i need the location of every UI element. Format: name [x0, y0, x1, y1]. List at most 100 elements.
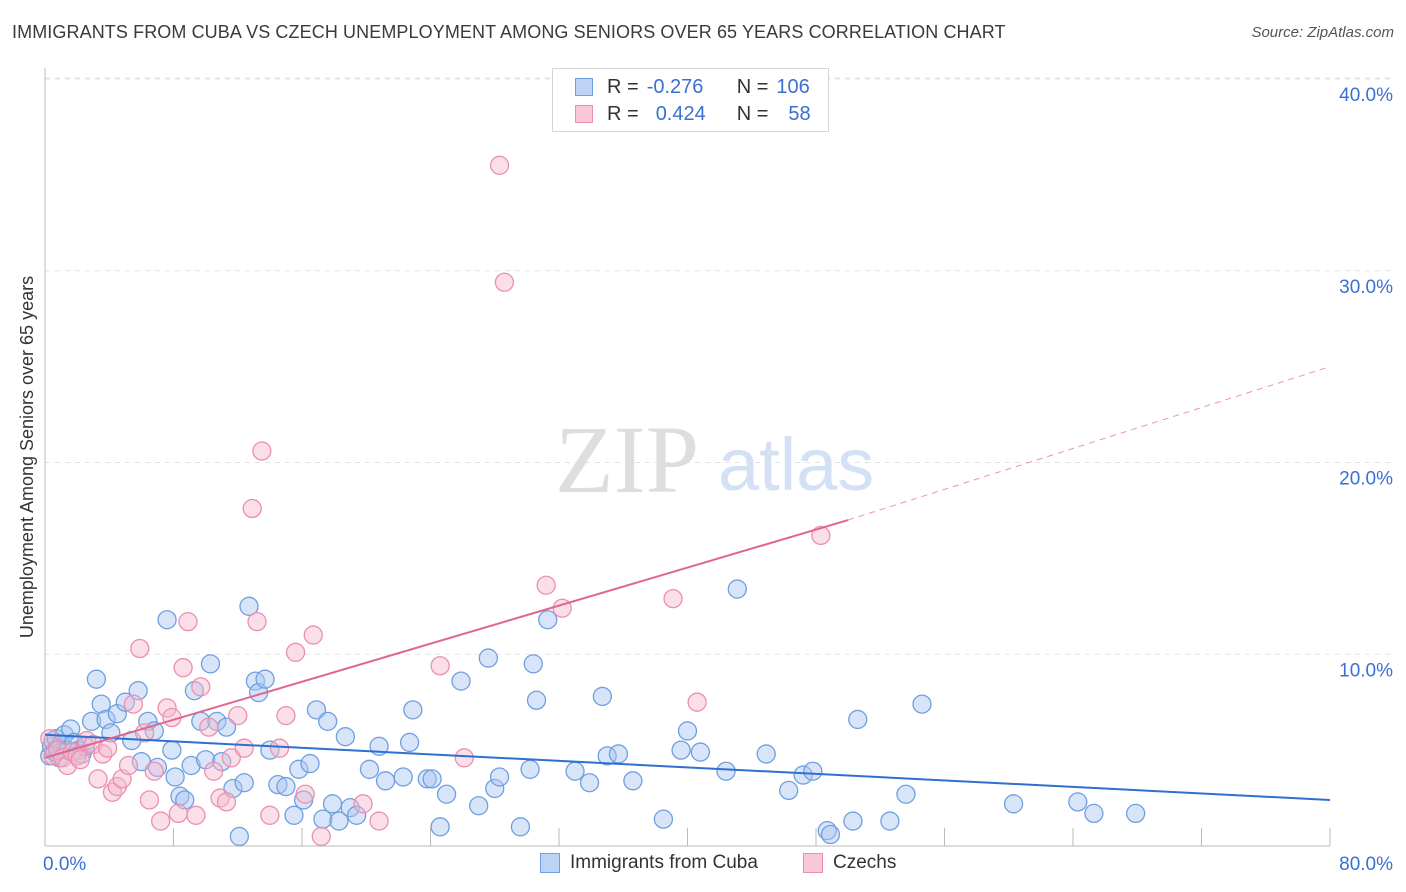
point-cuba [200, 654, 221, 674]
point-cuba [1125, 803, 1146, 824]
point-czechs [70, 750, 90, 770]
point-czechs [139, 790, 160, 810]
point-cuba [565, 761, 585, 781]
point-czechs [221, 748, 241, 768]
watermark-zip: ZIP [555, 406, 699, 513]
legend-r-label: R = [607, 75, 639, 98]
y-tick-label: 30.0% [1339, 277, 1393, 298]
point-czechs [130, 638, 150, 659]
x-tick-label-max: 80.0% [1339, 854, 1393, 875]
point-cuba [91, 694, 111, 714]
point-cuba [335, 727, 356, 747]
point-cuba [526, 690, 547, 710]
point-cuba [268, 774, 288, 795]
point-cuba [489, 767, 510, 787]
point-cuba [234, 773, 254, 793]
point-cuba [239, 596, 259, 616]
point-cuba [245, 671, 266, 691]
watermark: ZIP atlas [555, 406, 874, 513]
point-czechs [369, 811, 389, 831]
point-cuba [403, 700, 423, 720]
point-czechs [216, 792, 237, 812]
point-czechs [88, 769, 108, 789]
point-cuba [1068, 792, 1088, 812]
legend-row-cuba: R = -0.276 N = 106 [575, 74, 810, 100]
point-cuba [579, 773, 600, 793]
point-cuba [1003, 794, 1024, 814]
point-cuba [716, 761, 736, 781]
point-czechs [199, 717, 219, 737]
legend-r-label: R = [607, 102, 639, 125]
point-czechs [118, 755, 139, 776]
point-cuba [430, 817, 450, 837]
point-czechs [494, 272, 515, 292]
series-label-cuba: Immigrants from Cuba [570, 852, 758, 873]
point-cuba [284, 805, 304, 825]
point-cuba [306, 700, 327, 720]
series-legend-cuba: Immigrants from Cuba [540, 852, 758, 874]
point-cuba [115, 692, 135, 712]
point-cuba [422, 769, 442, 789]
point-cuba [538, 610, 558, 630]
point-czechs [178, 612, 198, 632]
watermark-atlas: atlas [718, 423, 874, 506]
legend-n-label: N = [736, 102, 769, 125]
y-axis-title: Unemployment Among Seniors over 65 years [17, 276, 37, 638]
point-czechs [430, 656, 450, 676]
point-cuba [255, 669, 275, 689]
point-cuba [843, 811, 863, 831]
point-cuba [162, 740, 182, 760]
point-czechs [150, 811, 171, 831]
point-czechs [234, 738, 254, 758]
point-czechs [303, 625, 323, 645]
point-czechs [489, 155, 510, 175]
trendline-cuba [44, 733, 1331, 801]
point-cuba [671, 740, 691, 760]
point-czechs [687, 692, 707, 712]
stats-legend: R = -0.276 N = 106 R = 0.424 N = 58 [552, 68, 829, 132]
point-czechs [157, 698, 177, 718]
point-cuba [393, 767, 413, 787]
point-cuba [793, 765, 813, 785]
point-cuba [318, 711, 338, 732]
point-cuba [399, 732, 420, 753]
point-cuba [608, 744, 629, 764]
point-cuba [820, 824, 841, 845]
point-cuba [181, 755, 201, 776]
point-czechs [260, 805, 280, 825]
point-cuba [322, 794, 343, 814]
point-cuba [520, 759, 540, 779]
point-cuba [677, 721, 698, 741]
grid-layer [45, 77, 1392, 655]
point-cuba [510, 817, 531, 837]
legend-r-value: -0.276 [646, 75, 704, 98]
point-czechs [144, 761, 164, 781]
point-cuba [300, 753, 320, 774]
point-cuba [451, 671, 471, 691]
point-cuba [912, 694, 932, 714]
axes-layer [44, 68, 1331, 847]
point-cuba [690, 742, 710, 762]
point-czechs [536, 575, 556, 595]
source-label: Source: ZipAtlas.com [1251, 24, 1394, 41]
point-cuba [329, 811, 349, 831]
point-czechs [173, 658, 193, 678]
legend-swatch-cuba [575, 78, 593, 96]
point-cuba [880, 811, 900, 831]
point-czechs [168, 803, 188, 824]
series-legend-czechs: Czechs [803, 852, 896, 874]
point-cuba [623, 771, 643, 791]
trend-layer [44, 366, 1331, 801]
point-cuba [229, 826, 250, 847]
point-czechs [252, 441, 272, 461]
point-czechs [228, 705, 248, 726]
points-layer [40, 155, 1146, 847]
y-tick-label: 20.0% [1339, 469, 1393, 490]
series-legend: Immigrants from Cuba Czechs [0, 852, 1406, 878]
point-cuba [276, 776, 296, 797]
point-cuba [756, 744, 776, 764]
point-cuba [346, 805, 367, 825]
trendline-czechs [44, 519, 849, 759]
point-cuba [896, 784, 916, 804]
